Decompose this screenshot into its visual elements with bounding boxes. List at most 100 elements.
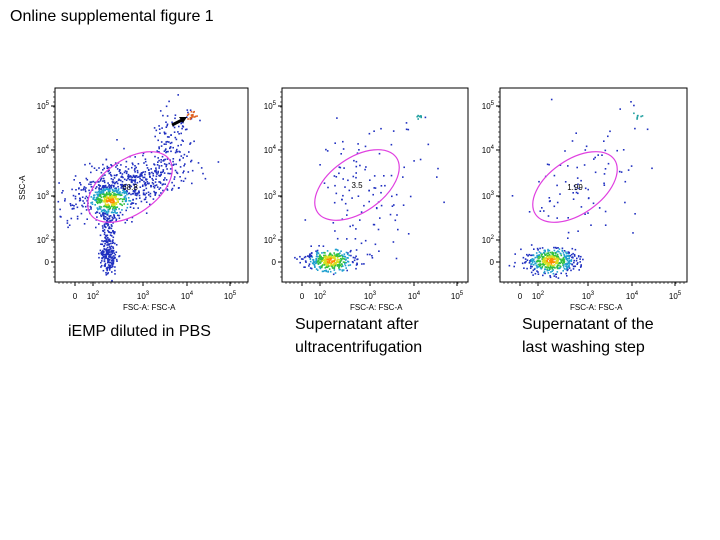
event-dot	[110, 201, 113, 204]
event-dot	[342, 269, 345, 271]
event-dot	[304, 219, 307, 221]
event-dot	[559, 266, 562, 268]
event-dot	[103, 258, 106, 260]
event-dot	[553, 258, 556, 260]
event-dot	[133, 169, 136, 171]
event-dot	[563, 254, 565, 256]
event-dot	[121, 183, 123, 186]
event-dot	[191, 169, 194, 172]
event-dot	[119, 183, 122, 186]
tick-label: 0	[490, 258, 495, 267]
event-dot	[189, 117, 192, 119]
event-dot	[634, 213, 636, 215]
event-dot	[126, 189, 128, 192]
event-dot	[355, 255, 357, 258]
event-dot	[83, 223, 86, 225]
tick-label: 102	[37, 235, 50, 245]
event-dot	[158, 188, 160, 190]
tick-label: 102	[314, 291, 327, 301]
gate-ellipse	[314, 149, 400, 221]
event-dot	[380, 191, 382, 194]
event-dot	[573, 259, 575, 262]
event-dot	[107, 231, 110, 233]
event-dot	[363, 204, 365, 207]
event-dot	[556, 265, 558, 268]
event-dot	[566, 265, 568, 268]
tick-label: 102	[482, 235, 495, 245]
event-dot	[531, 261, 534, 264]
event-dot	[168, 162, 170, 165]
event-dot	[344, 263, 346, 265]
event-dot	[110, 227, 113, 230]
event-dot	[103, 195, 105, 198]
event-dot	[549, 264, 552, 267]
tick-label: 104	[181, 291, 194, 301]
event-dot	[624, 201, 626, 204]
event-dot	[143, 198, 146, 201]
event-dot	[125, 172, 128, 175]
event-dot	[83, 202, 86, 204]
event-dot	[145, 201, 148, 203]
event-dot	[90, 183, 92, 186]
event-dot	[145, 178, 147, 180]
event-dot	[116, 206, 119, 208]
event-dot	[102, 227, 104, 229]
event-dot	[116, 139, 118, 141]
event-dot	[114, 195, 116, 198]
event-dot	[158, 181, 160, 183]
event-dot	[107, 196, 110, 199]
event-dot	[582, 258, 584, 261]
event-dot	[118, 217, 121, 219]
event-dot	[320, 265, 322, 268]
event-dot	[149, 192, 152, 195]
event-dot	[556, 257, 558, 259]
event-dot	[547, 264, 550, 266]
tick-label: 105	[451, 291, 464, 301]
event-dot	[296, 258, 298, 260]
event-dot	[551, 253, 554, 256]
event-dot	[323, 251, 326, 254]
event-dot	[143, 193, 146, 196]
event-dot	[328, 258, 330, 261]
event-dot	[550, 259, 553, 261]
event-dot	[110, 174, 112, 176]
event-dot	[81, 196, 84, 198]
event-dot	[334, 272, 337, 274]
event-dot	[550, 256, 552, 259]
event-dot	[132, 202, 135, 204]
event-dot	[83, 187, 85, 190]
event-dot	[171, 187, 174, 190]
event-dot	[204, 177, 207, 180]
event-dot	[146, 181, 149, 183]
event-dot	[341, 263, 343, 265]
event-dot	[163, 131, 166, 134]
event-dot	[368, 132, 371, 135]
event-dot	[113, 214, 115, 216]
event-dot	[634, 127, 636, 130]
event-dot	[110, 197, 112, 199]
event-dot	[120, 187, 122, 189]
event-dot	[531, 260, 534, 262]
event-dot	[380, 127, 382, 130]
event-dot	[74, 197, 77, 200]
event-dot	[183, 170, 185, 172]
event-dot	[102, 186, 105, 189]
event-dot	[536, 266, 538, 269]
event-dot	[339, 166, 342, 169]
event-dot	[319, 267, 322, 270]
event-dot	[182, 126, 185, 128]
event-dot	[333, 254, 336, 256]
event-dot	[114, 273, 116, 275]
event-dot	[100, 210, 103, 213]
event-dot	[556, 201, 559, 204]
event-dot	[110, 266, 113, 269]
event-dot	[61, 192, 63, 194]
gate-ellipse	[532, 151, 618, 223]
event-dot	[541, 266, 543, 269]
event-dot	[304, 266, 306, 268]
event-dot	[543, 270, 546, 273]
tick-label: 104	[482, 145, 495, 155]
event-dot	[543, 272, 545, 274]
caption-1: iEMP diluted in PBS	[68, 323, 211, 340]
event-dot	[117, 201, 119, 204]
